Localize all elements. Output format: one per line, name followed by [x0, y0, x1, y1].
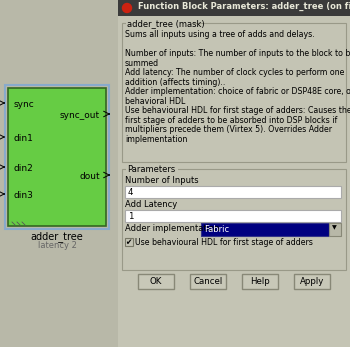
- Bar: [201, 223, 329, 236]
- Text: Number of Inputs: Number of Inputs: [125, 176, 199, 185]
- Text: behavioral HDL: behavioral HDL: [125, 96, 186, 105]
- Bar: [5, 85, 109, 229]
- Text: Adder implementation: Adder implementation: [125, 224, 219, 233]
- Bar: [126, 18, 194, 28]
- Text: Add Latency: Add Latency: [125, 200, 177, 209]
- Text: OK: OK: [150, 277, 162, 286]
- Text: Use behavioural HDL for first stage of adders: Use behavioural HDL for first stage of a…: [135, 238, 313, 247]
- Text: dout: dout: [79, 172, 100, 181]
- Circle shape: [122, 3, 132, 12]
- Text: din2: din2: [14, 164, 34, 173]
- Text: latency 2: latency 2: [37, 241, 76, 250]
- Bar: [138, 274, 174, 289]
- Text: sync_out: sync_out: [60, 111, 100, 120]
- Text: addition (affects timing)..: addition (affects timing)..: [125, 77, 225, 86]
- Text: summed: summed: [125, 59, 159, 68]
- Text: din1: din1: [14, 134, 34, 143]
- Text: adder_tree (mask): adder_tree (mask): [127, 19, 205, 28]
- Text: first stage of adders to be absorbed into DSP blocks if: first stage of adders to be absorbed int…: [125, 116, 337, 125]
- Bar: [126, 164, 178, 174]
- Text: Parameters: Parameters: [127, 165, 175, 174]
- Text: ▼: ▼: [332, 225, 337, 230]
- Text: 4: 4: [128, 188, 133, 197]
- Bar: [8, 88, 106, 226]
- Text: Use behavioural HDL for first stage of adders: Causes the: Use behavioural HDL for first stage of a…: [125, 106, 350, 115]
- Bar: [125, 186, 341, 198]
- Text: adder_tree: adder_tree: [31, 231, 83, 242]
- Bar: [118, 0, 350, 16]
- Text: Function Block Parameters: adder_tree (on fiona): Function Block Parameters: adder_tree (o…: [138, 2, 350, 11]
- Text: Cancel: Cancel: [193, 277, 223, 286]
- Text: Adder implementation: choice of fabric or DSP48E core, or: Adder implementation: choice of fabric o…: [125, 87, 350, 96]
- Text: Help: Help: [250, 277, 270, 286]
- Bar: [242, 274, 278, 289]
- Text: din3: din3: [14, 191, 34, 200]
- Text: Fabric: Fabric: [204, 225, 229, 234]
- Text: 1: 1: [128, 212, 133, 221]
- Bar: [125, 210, 341, 222]
- Bar: [118, 16, 350, 347]
- Text: multipliers precede them (Virtex 5). Overrides Adder: multipliers precede them (Virtex 5). Ove…: [125, 125, 332, 134]
- Text: sync: sync: [14, 100, 35, 109]
- Text: Number of inputs: The number of inputs to the block to be: Number of inputs: The number of inputs t…: [125, 49, 350, 58]
- Bar: [329, 223, 341, 236]
- Bar: [294, 274, 330, 289]
- Bar: [122, 23, 346, 162]
- Text: Add latency: The number of clock cycles to perform one: Add latency: The number of clock cycles …: [125, 68, 344, 77]
- Bar: [190, 274, 226, 289]
- Bar: [122, 169, 346, 270]
- Text: ✔: ✔: [125, 237, 131, 246]
- Text: Apply: Apply: [300, 277, 324, 286]
- Text: Sums all inputs using a tree of adds and delays.: Sums all inputs using a tree of adds and…: [125, 30, 315, 39]
- Bar: [125, 238, 133, 246]
- Text: implementation: implementation: [125, 135, 187, 144]
